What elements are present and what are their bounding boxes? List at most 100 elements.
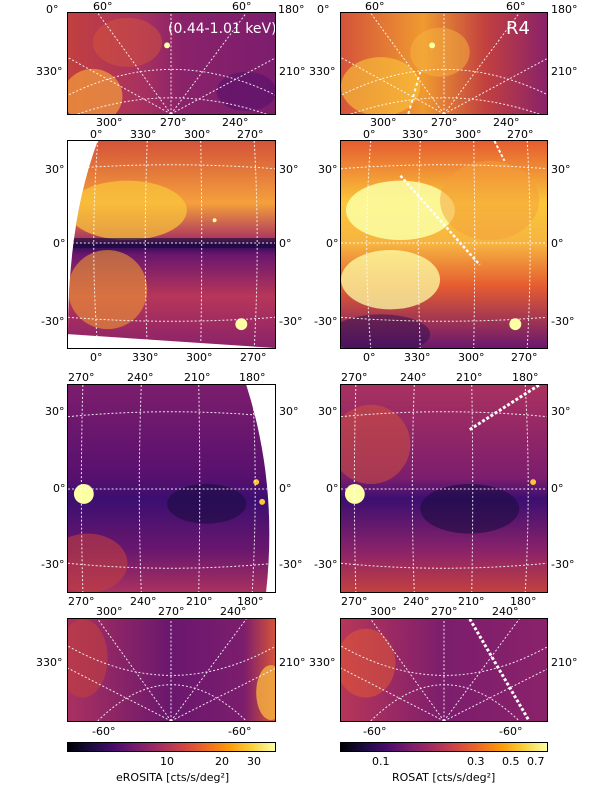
r2-right-lat-label-right: 30° [551, 163, 571, 176]
r2-right-lat-label: -30° [314, 315, 338, 328]
r3-left-bottom-tick: 270° [68, 595, 95, 608]
r2-left-bottom-tick: 330° [132, 351, 159, 364]
rosat-colorbar-tick: 0.5 [502, 755, 520, 768]
rosat-map-north: R4 [340, 12, 548, 115]
erosita-map-north: (0.44-1.01 keV) [67, 12, 276, 115]
erosita-colorbar [67, 742, 276, 752]
r3-right-lat-label: -30° [314, 558, 338, 571]
r3-left-lat-label: 30° [45, 405, 65, 418]
r3-left-top-tick: 210° [184, 371, 211, 384]
r2-right-bottom-tick: 300° [458, 351, 485, 364]
r3-right-lat-label: 0° [326, 482, 339, 495]
rosat-colorbar [340, 742, 548, 752]
r2-left-lat-label-right: -30° [279, 315, 303, 328]
r3-right-lat-label-right: 0° [551, 482, 564, 495]
r3-left-bottom-tick: 210° [186, 595, 213, 608]
r1-right-side-label: 210° [551, 65, 578, 78]
r1-left-corner-label: 0° [46, 3, 59, 16]
r3-left-lat-label-right: 30° [279, 405, 299, 418]
r1-left-bottom-tick: 270° [160, 116, 187, 129]
r1-right-bottom-tick: 300° [370, 116, 397, 129]
r3-right-top-tick: 270° [341, 371, 368, 384]
r1-left-side-label: 210° [279, 65, 306, 78]
erosita-colorbar-tick: 20 [215, 755, 229, 768]
r4-left-top-tick: 270° [158, 605, 185, 618]
r2-left-bottom-tick: 300° [186, 351, 213, 364]
rosat-map-east [340, 140, 548, 349]
rosat-map-south [340, 618, 548, 722]
r2-right-top-tick: 270° [507, 128, 534, 141]
r2-left-lat-label-right: 0° [279, 237, 292, 250]
rosat-colorbar-tick: 0.1 [372, 755, 390, 768]
r2-left-lat-label: 30° [45, 163, 65, 176]
rosat-map-west [340, 384, 548, 593]
r1-right-top-tick: 60° [506, 0, 526, 13]
r2-right-lat-label-right: 0° [551, 237, 564, 250]
r2-left-lat-label: 0° [53, 237, 66, 250]
rosat-colorbar-label: ROSAT [cts/s/deg²] [392, 771, 496, 784]
r2-right-top-tick: 0° [363, 128, 376, 141]
r4-left-top-tick: 300° [96, 605, 123, 618]
r2-left-top-tick: 270° [237, 128, 264, 141]
r3-left-lat-label: 0° [53, 482, 66, 495]
r3-right-top-tick: 240° [400, 371, 427, 384]
r3-left-bottom-tick: 180° [237, 595, 264, 608]
r2-right-bottom-tick: 270° [511, 351, 538, 364]
r2-right-bottom-tick: 330° [404, 351, 431, 364]
r2-right-lat-label-right: -30° [551, 315, 575, 328]
r1-right-top-tick: 60° [365, 0, 385, 13]
r4-right-side-label: 330° [309, 656, 336, 669]
erosita-colorbar-label: eROSITA [cts/s/deg²] [116, 771, 230, 784]
r4-right-bottom-tick: -60° [363, 725, 387, 738]
r4-left-side-label: 330° [36, 656, 63, 669]
r1-left-corner-label: 180° [278, 3, 305, 16]
r2-left-top-tick: 330° [130, 128, 157, 141]
energy-band-label: (0.44-1.01 keV) [168, 21, 276, 37]
r2-right-top-tick: 300° [455, 128, 482, 141]
r3-left-top-tick: 180° [239, 371, 266, 384]
r1-right-side-label: 330° [309, 65, 336, 78]
r4-left-bottom-tick: -60° [228, 725, 252, 738]
r3-left-lat-label: -30° [41, 558, 65, 571]
r1-left-top-tick: 60° [232, 0, 252, 13]
r1-left-bottom-tick: 300° [96, 116, 123, 129]
r2-left-bottom-tick: 0° [90, 351, 103, 364]
r3-left-top-tick: 240° [127, 371, 154, 384]
rosat-colorbar-tick: 0.7 [527, 755, 545, 768]
r3-left-lat-label-right: -30° [279, 558, 303, 571]
r2-left-bottom-tick: 270° [240, 351, 267, 364]
r4-right-top-tick: 240° [492, 605, 519, 618]
erosita-map-south [67, 618, 276, 722]
r4-right-top-tick: 300° [370, 605, 397, 618]
r3-left-bottom-tick: 240° [130, 595, 157, 608]
erosita-map-east [67, 140, 276, 349]
r1-right-bottom-tick: 240° [493, 116, 520, 129]
r3-right-bottom-tick: 240° [403, 595, 430, 608]
r2-left-top-tick: 300° [184, 128, 211, 141]
erosita-colorbar-tick: 10 [160, 755, 174, 768]
r2-right-top-tick: 330° [402, 128, 429, 141]
r4-left-top-tick: 240° [220, 605, 247, 618]
r1-right-corner-label: 0° [317, 3, 330, 16]
r4-right-bottom-tick: -60° [499, 725, 523, 738]
r1-left-top-tick: 60° [93, 0, 113, 13]
r4-left-side-label: 210° [279, 656, 306, 669]
r4-left-bottom-tick: -60° [92, 725, 116, 738]
r1-right-bottom-tick: 270° [431, 116, 458, 129]
r3-right-lat-label-right: -30° [551, 558, 575, 571]
r3-right-bottom-tick: 210° [458, 595, 485, 608]
r3-left-lat-label-right: 0° [279, 482, 292, 495]
rosat-colorbar-tick: 0.3 [467, 755, 485, 768]
r3-right-top-tick: 180° [512, 371, 539, 384]
r2-left-lat-label: -30° [41, 315, 65, 328]
r2-right-lat-label: 30° [318, 163, 338, 176]
r2-right-lat-label: 0° [326, 237, 339, 250]
r4-right-side-label: 210° [551, 656, 578, 669]
instrument-label: R4 [506, 18, 530, 39]
erosita-colorbar-tick: 30 [247, 755, 261, 768]
r3-left-top-tick: 270° [68, 371, 95, 384]
r2-left-lat-label-right: 30° [279, 163, 299, 176]
r3-right-top-tick: 210° [456, 371, 483, 384]
erosita-map-west [67, 384, 276, 593]
r4-right-top-tick: 270° [431, 605, 458, 618]
